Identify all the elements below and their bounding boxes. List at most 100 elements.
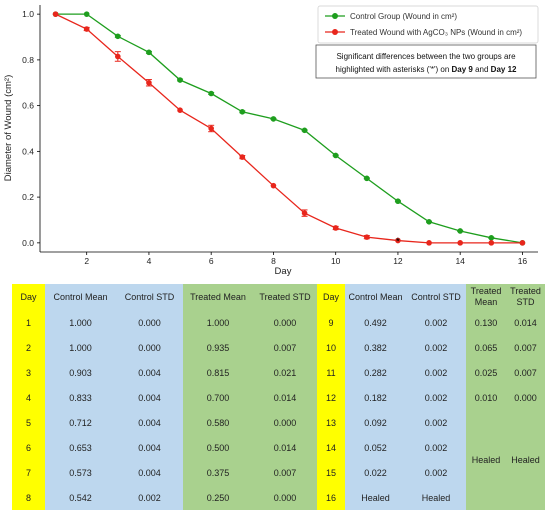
data-point-control	[239, 109, 246, 115]
cell-day-right: 14	[317, 435, 345, 460]
data-point-treated	[395, 237, 401, 244]
cell-day-right: 13	[317, 410, 345, 435]
data-point-treated	[332, 225, 339, 231]
cell-control-mean: 0.712	[45, 410, 116, 435]
cell-control-std: 0.004	[116, 385, 183, 410]
cell-day-right: 15	[317, 460, 345, 485]
y-tick-label: 1.0	[22, 9, 34, 19]
cell-control-mean: 0.833	[45, 385, 116, 410]
cell-control-std-right: 0.002	[406, 385, 466, 410]
header-control-mean-right: Control Mean	[345, 284, 406, 310]
y-tick-label: 0.6	[22, 101, 34, 111]
cell-control-mean: 0.573	[45, 460, 116, 485]
cell-treated-std: 0.000	[253, 410, 317, 435]
table-row: 2 1.000 0.000 0.935 0.007 10 0.382 0.002 0.065 0.…	[12, 335, 545, 360]
data-point-treated	[239, 154, 246, 160]
cell-treated-mean-right: 0.010	[466, 385, 506, 410]
cell-day: 3	[12, 360, 45, 385]
header-treated-mean-right: Treated Mean	[466, 284, 506, 310]
data-point-control	[426, 219, 432, 225]
data-point-control	[83, 11, 90, 17]
healed-treated-std: Healed	[506, 410, 545, 510]
cell-control-std-right: 0.002	[406, 360, 466, 385]
annotation-day12: Day 12	[491, 65, 517, 74]
cell-day: 4	[12, 385, 45, 410]
cell-treated-std: 0.014	[253, 385, 317, 410]
cell-control-std-right: 0.002	[406, 310, 466, 335]
table-header-row: Day Control Mean Control STD Treated Mea…	[12, 284, 545, 310]
cell-day: 7	[12, 460, 45, 485]
cell-treated-std-right: 0.014	[506, 310, 545, 335]
data-point-treated	[519, 240, 526, 246]
cell-day-right: 11	[317, 360, 345, 385]
header-treated-std-line2: STD	[516, 297, 535, 307]
data-point-control	[115, 33, 121, 40]
cell-day: 6	[12, 435, 45, 460]
cell-control-mean-right: 0.022	[345, 460, 406, 485]
x-tick-label: 14	[455, 256, 465, 266]
annotation-line2-text: highlighted with asterisks ('*') on	[336, 65, 452, 74]
header-treated-mean-line1: Treated	[470, 286, 502, 296]
data-point-control	[332, 152, 339, 159]
series-line-treated	[55, 13, 523, 244]
data-point-control	[395, 198, 401, 205]
annotation-and: and	[473, 65, 491, 74]
cell-control-std: 0.004	[116, 360, 183, 385]
cell-control-std-right: 0.002	[406, 410, 466, 435]
plot-frame	[39, 5, 538, 253]
cell-control-mean-right: 0.492	[345, 310, 406, 335]
cell-control-std: 0.004	[116, 410, 183, 435]
wound-chart: 2 4 6 8 10 12 14 16 0.0 0.2 0.4 0.6 0.8 1.0 Diameter …	[3, 5, 539, 277]
cell-control-std-right: 0.002	[406, 460, 466, 485]
header-control-std-right: Control STD	[406, 284, 466, 310]
axis-ticks: 2 4 6 8 10 12 14 16 0.0 0.2 0.4 0.6 0.8 1.0	[22, 9, 527, 266]
legend-label-treated: Treated Wound with AgCO₃ NPs (Wound in c…	[350, 28, 522, 37]
x-tick-label: 12	[393, 256, 403, 266]
data-point-control	[208, 90, 214, 97]
data-point-treated	[115, 53, 121, 60]
x-axis-label: Day	[275, 266, 292, 277]
cell-treated-std: 0.007	[253, 335, 317, 360]
annotation-line2: highlighted with asterisks ('*') on Day …	[336, 65, 518, 74]
cell-treated-mean-right: 0.065	[466, 335, 506, 360]
cell-control-std: 0.000	[116, 335, 183, 360]
data-table: Day Control Mean Control STD Treated Mea…	[12, 284, 545, 510]
cell-control-std-right: 0.002	[406, 335, 466, 360]
x-tick-label: 4	[147, 256, 152, 266]
significance-asterisk: *	[396, 236, 401, 248]
data-point-control	[301, 127, 308, 134]
series-layer	[52, 11, 526, 246]
cell-treated-mean-right: 0.130	[466, 310, 506, 335]
header-treated-std-line1: Treated	[510, 286, 541, 296]
legend: Control Group (Wound in cm²) Treated Wou…	[317, 5, 539, 44]
annotation-line1: Significant differences between the two …	[336, 52, 516, 61]
y-tick-label: 0.2	[22, 192, 34, 202]
data-point-treated	[457, 240, 463, 246]
cell-treated-mean: 0.500	[183, 435, 253, 460]
data-point-control	[146, 49, 152, 56]
cell-treated-std: 0.007	[253, 460, 317, 485]
cell-treated-std: 0.014	[253, 435, 317, 460]
cell-control-mean-right: 0.282	[345, 360, 406, 385]
data-point-treated	[177, 107, 183, 114]
cell-control-mean-right: 0.382	[345, 335, 406, 360]
cell-control-mean: 0.903	[45, 360, 116, 385]
cell-control-mean-right: 0.182	[345, 385, 406, 410]
y-tick-label: 0.8	[22, 55, 34, 65]
data-point-treated	[301, 210, 308, 216]
data-point-control	[270, 116, 277, 122]
table-row: 6 0.653 0.004 0.500 0.014 14 0.052 0.002	[12, 435, 545, 460]
table-row: 4 0.833 0.004 0.700 0.014 12 0.182 0.002 0.010 0.…	[12, 385, 545, 410]
cell-treated-std-right: 0.007	[506, 360, 545, 385]
annotation-box: Significant differences between the two …	[315, 44, 537, 79]
cell-day: 2	[12, 335, 45, 360]
annotation-day9: Day 9	[452, 65, 474, 74]
header-day: Day	[12, 284, 45, 310]
cell-treated-mean: 0.375	[183, 460, 253, 485]
cell-treated-mean: 0.580	[183, 410, 253, 435]
cell-day-right: 10	[317, 335, 345, 360]
cell-control-std-right: 0.002	[406, 435, 466, 460]
header-control-std: Control STD	[116, 284, 183, 310]
cell-treated-std: 0.000	[253, 310, 317, 335]
series-line-control	[55, 13, 523, 244]
